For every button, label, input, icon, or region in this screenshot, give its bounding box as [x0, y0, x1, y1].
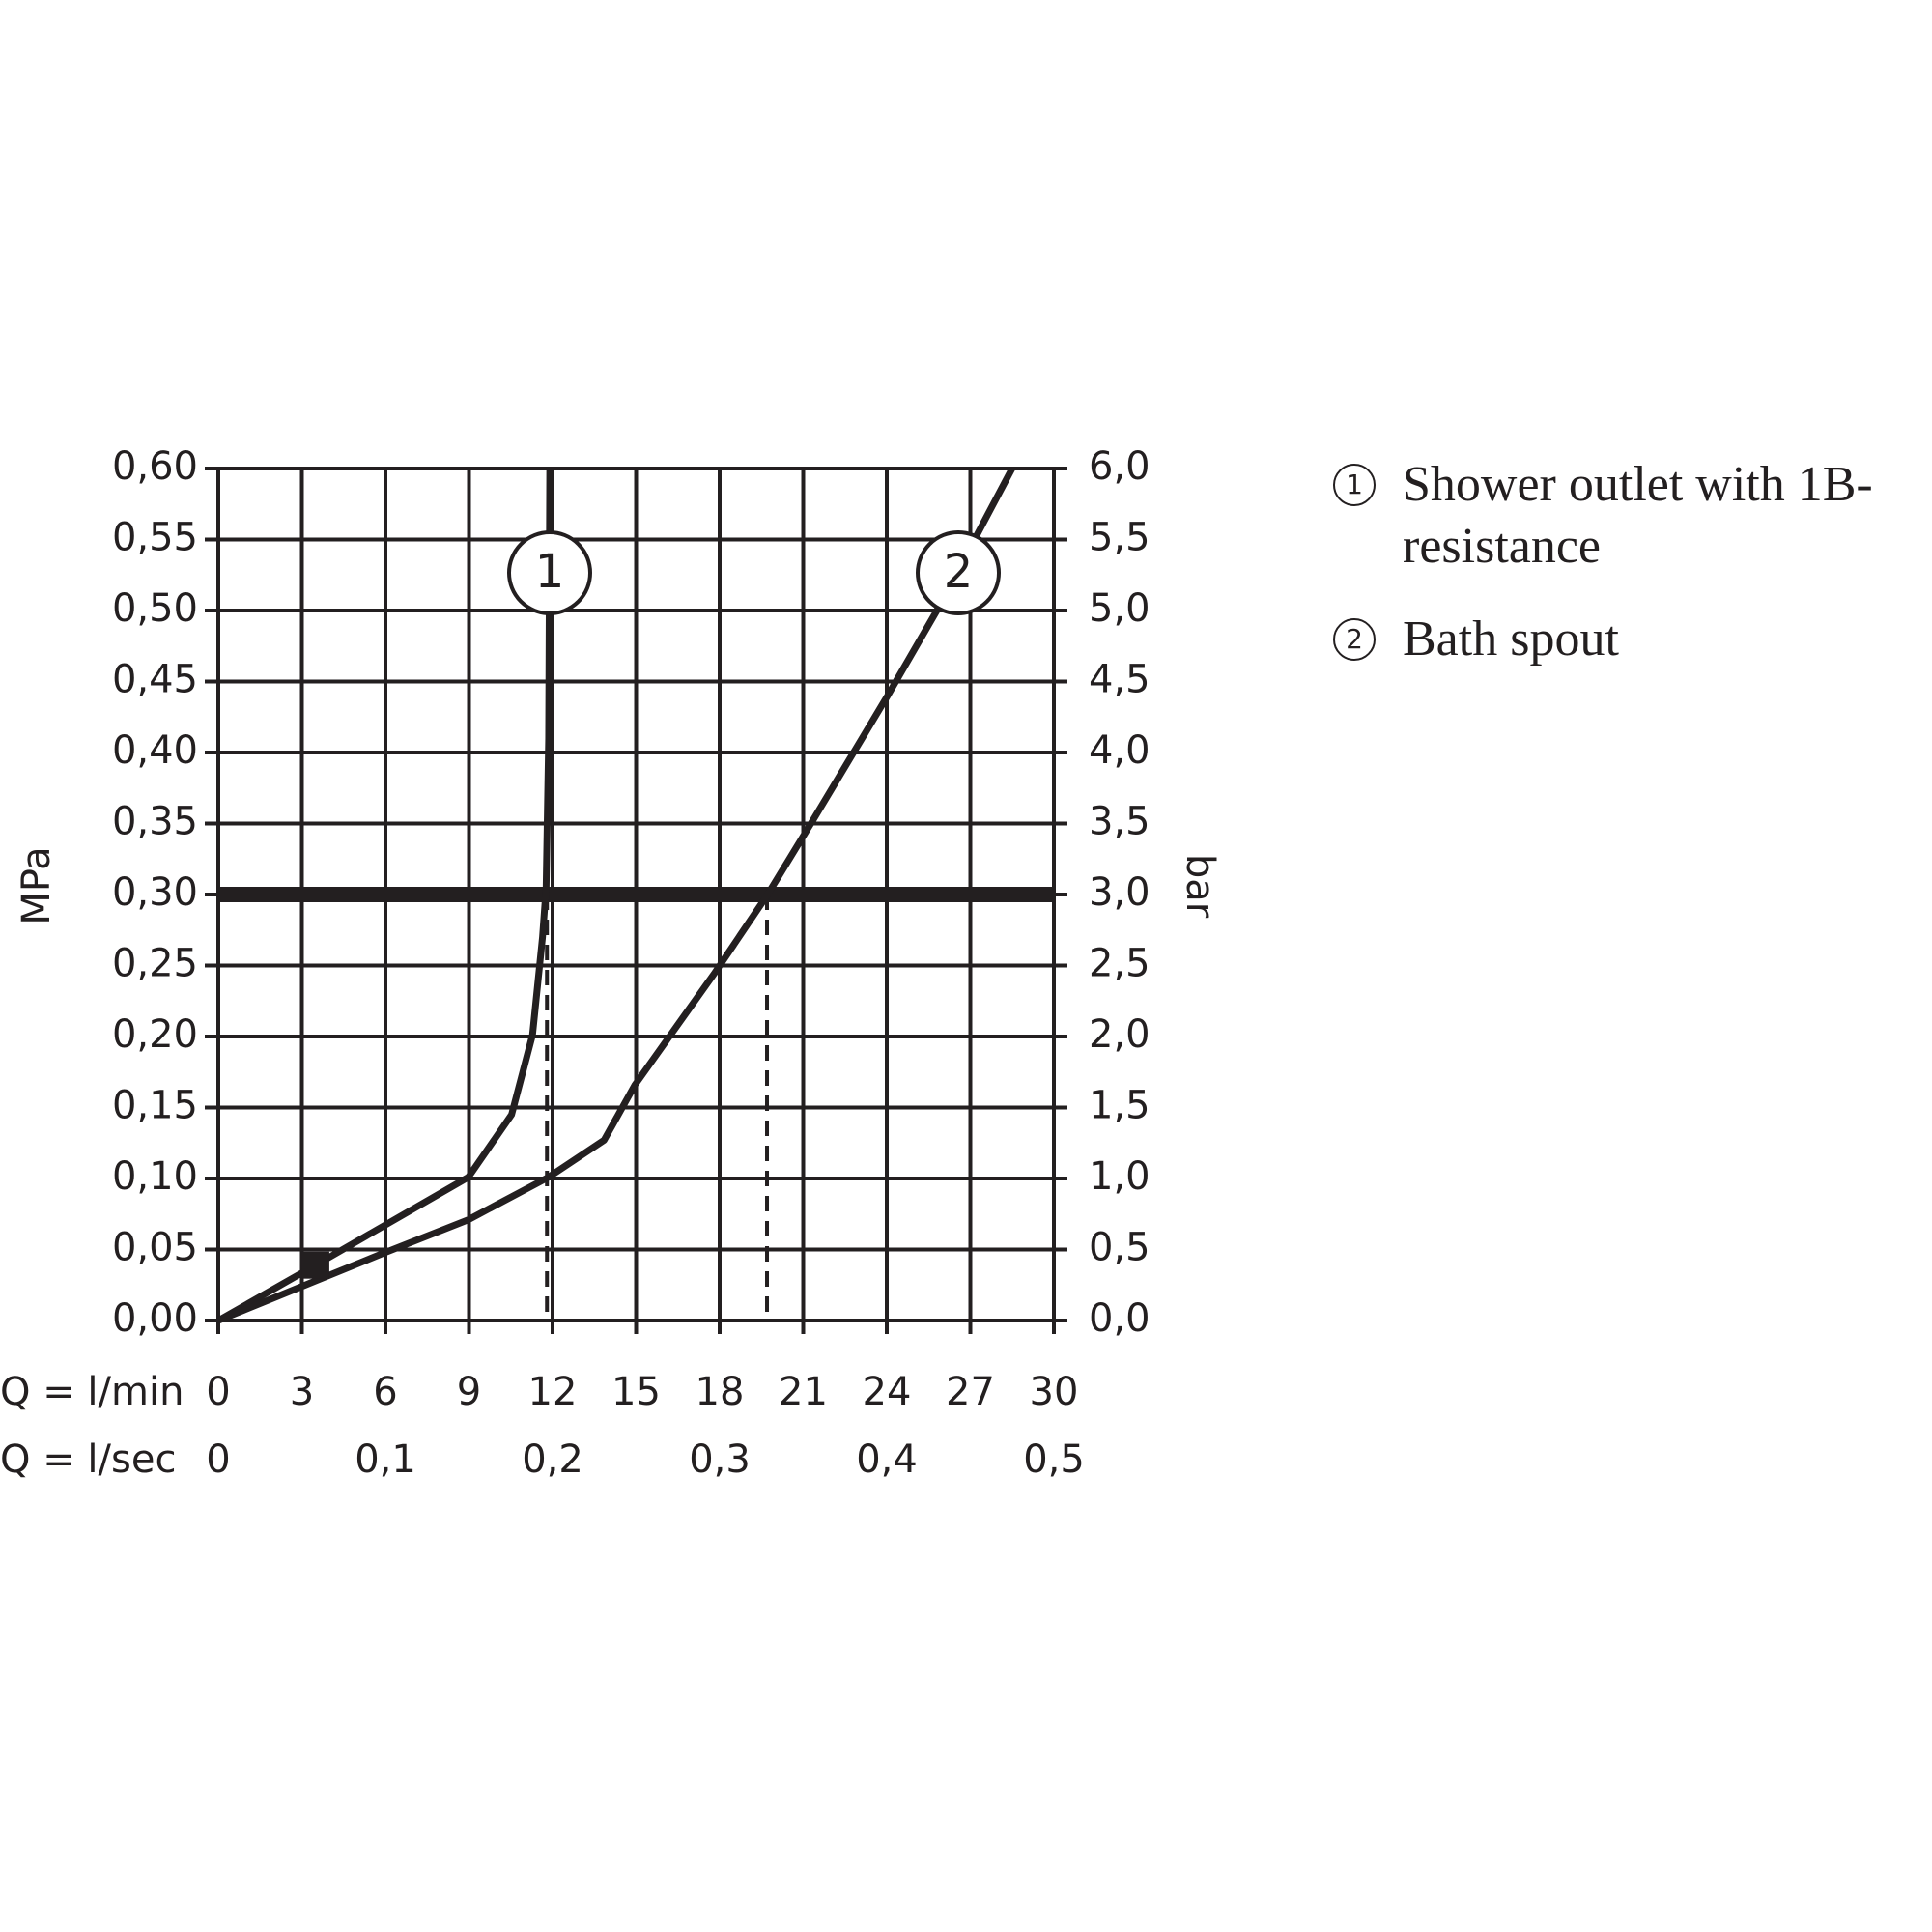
x2-tick-label: 0,1 [355, 1437, 416, 1482]
y-tick-label: 0,05 [112, 1226, 198, 1270]
series-badge-label: 1 [535, 545, 565, 599]
x2-tick-label: 0 [206, 1437, 230, 1482]
legend-label: Shower outlet with 1B-resistance [1403, 457, 1873, 574]
x-tick-label: 15 [611, 1370, 661, 1414]
y-tick-label: 0,55 [112, 516, 198, 560]
x-axis-label: Q = l/min [0, 1370, 184, 1414]
y-tick-label: 0,50 [112, 586, 198, 631]
y-tick-label: 0,60 [112, 444, 198, 489]
series-badge [916, 530, 1001, 615]
x2-tick-label: 0,5 [1023, 1437, 1085, 1482]
x-tick-label: 18 [696, 1370, 745, 1414]
y2-tick-label: 5,5 [1089, 516, 1151, 560]
y2-tick-label: 4,5 [1089, 658, 1151, 702]
y2-tick-label: 5,0 [1089, 586, 1151, 631]
y2-tick-label: 0,5 [1089, 1226, 1151, 1270]
x2-tick-label: 0,2 [522, 1437, 583, 1482]
y-tick-label: 0,30 [112, 870, 198, 915]
x-tick-label: 3 [290, 1370, 314, 1414]
legend-badge: 2 [1333, 618, 1376, 661]
y-tick-label: 0,45 [112, 658, 198, 702]
x-tick-label: 12 [528, 1370, 578, 1414]
y-tick-label: 0,40 [112, 728, 198, 773]
y-tick-label: 0,15 [112, 1084, 198, 1128]
y2-tick-label: 2,0 [1089, 1012, 1151, 1057]
x2-tick-label: 0,4 [856, 1437, 918, 1482]
y2-tick-label: 6,0 [1089, 444, 1151, 489]
y-axis-label: MPa [14, 846, 59, 924]
y-tick-label: 0,10 [112, 1154, 198, 1199]
series-badge [507, 530, 592, 615]
series-line [216, 468, 554, 1324]
x-tick-label: 21 [779, 1370, 828, 1414]
marker-point [301, 1251, 329, 1279]
y-tick-label: 0,35 [112, 800, 198, 844]
x-tick-label: 6 [373, 1370, 397, 1414]
y-tick-label: 0,25 [112, 942, 198, 986]
x-tick-label: 27 [946, 1370, 995, 1414]
series-badge-label: 2 [944, 545, 974, 599]
y2-tick-label: 2,5 [1089, 942, 1151, 986]
x-tick-label: 9 [457, 1370, 481, 1414]
y2-tick-label: 0,0 [1089, 1296, 1151, 1341]
legend-item: 2 Bath spout [1333, 609, 1913, 670]
legend-badge: 1 [1333, 464, 1376, 506]
y2-tick-label: 3,0 [1089, 870, 1151, 915]
x2-axis-label: Q = l/sec [0, 1437, 176, 1482]
legend-item: 1 Shower outlet with 1B-resistance [1333, 454, 1913, 578]
y2-axis-label: bar [1178, 854, 1222, 919]
y2-tick-label: 1,0 [1089, 1154, 1151, 1199]
y-tick-label: 0,20 [112, 1012, 198, 1057]
x-tick-label: 30 [1030, 1370, 1079, 1414]
x-tick-label: 24 [863, 1370, 912, 1414]
x2-tick-label: 0,3 [689, 1437, 751, 1482]
legend-label: Bath spout [1403, 611, 1619, 667]
y2-tick-label: 4,0 [1089, 728, 1151, 773]
series-line [216, 467, 1015, 1324]
y2-tick-label: 1,5 [1089, 1084, 1151, 1128]
x-tick-label: 0 [206, 1370, 230, 1414]
y2-tick-label: 3,5 [1089, 800, 1151, 844]
y-tick-label: 0,00 [112, 1296, 198, 1341]
